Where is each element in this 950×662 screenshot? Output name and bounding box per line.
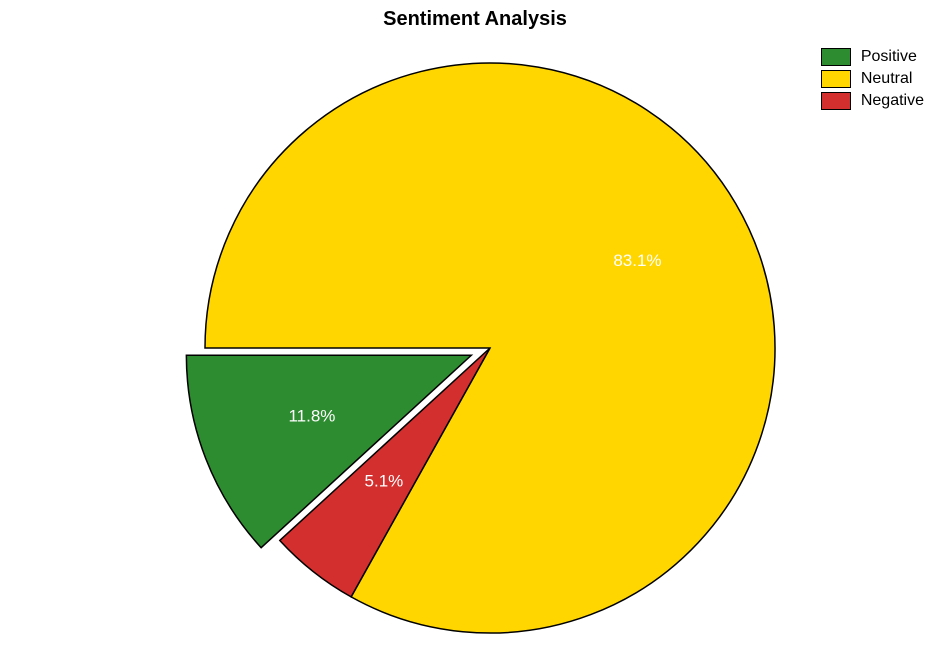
- legend-swatch-neutral: [821, 70, 851, 88]
- legend-item-negative: Negative: [821, 92, 924, 110]
- legend-swatch-positive: [821, 48, 851, 66]
- legend-item-neutral: Neutral: [821, 70, 924, 88]
- chart-container: Sentiment Analysis 83.1%5.1%11.8% Positi…: [0, 0, 950, 662]
- legend-label-negative: Negative: [861, 92, 924, 110]
- legend-swatch-negative: [821, 92, 851, 110]
- legend-label-neutral: Neutral: [861, 70, 913, 88]
- legend: Positive Neutral Negative: [821, 48, 924, 114]
- pie-label-positive: 11.8%: [288, 407, 335, 426]
- pie-label-neutral: 83.1%: [613, 251, 661, 270]
- legend-item-positive: Positive: [821, 48, 924, 66]
- pie-label-negative: 5.1%: [365, 472, 404, 491]
- pie-chart-svg: 83.1% 5.1% 11.8%: [0, 0, 950, 662]
- legend-label-positive: Positive: [861, 48, 917, 66]
